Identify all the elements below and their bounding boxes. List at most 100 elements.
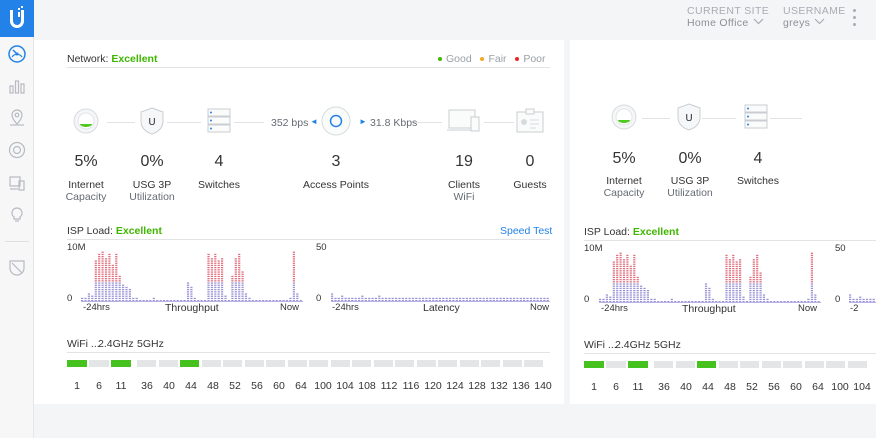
chart-bar xyxy=(334,297,337,302)
chart-bar xyxy=(807,298,810,303)
chart-bar xyxy=(173,300,176,302)
chart-bar xyxy=(674,301,677,303)
clients-icon[interactable] xyxy=(7,173,27,193)
internet-icon[interactable] xyxy=(611,104,637,130)
chart-bar xyxy=(108,253,111,302)
more-menu-icon[interactable] xyxy=(852,8,858,28)
dashboard-icon[interactable] xyxy=(7,44,27,64)
chart-bar xyxy=(87,293,90,302)
chart-bar xyxy=(780,301,783,303)
isp-load-status: ISP Load: Excellent xyxy=(584,226,679,238)
channel-label: 100 xyxy=(314,380,332,392)
chart-bar xyxy=(496,297,499,302)
chart-bar xyxy=(722,301,725,303)
chart-bar xyxy=(803,301,807,303)
statistics-icon[interactable] xyxy=(7,76,27,96)
chart-bar xyxy=(711,298,714,303)
user-selector[interactable]: greys xyxy=(783,17,811,29)
internet-icon[interactable] xyxy=(73,108,99,134)
channel-label: 52 xyxy=(229,380,241,392)
svg-text:U: U xyxy=(685,113,692,124)
chart-bar xyxy=(536,297,539,302)
chart-bar xyxy=(401,297,404,302)
site-dashboard-card: Network: Excellent Good Fair Poor U 352 … xyxy=(34,40,564,404)
wifi-5-segment xyxy=(352,360,371,367)
chart-bar xyxy=(296,293,299,302)
arrow-left-icon: ◄ xyxy=(310,117,318,126)
gateway-label: USG 3P xyxy=(132,179,172,191)
chart-bar xyxy=(622,259,626,303)
ubiquiti-logo[interactable] xyxy=(0,0,34,37)
channel-label: 36 xyxy=(658,381,670,393)
devices-icon[interactable] xyxy=(7,140,27,160)
isp-load-value: Excellent xyxy=(632,226,679,238)
chart-bar xyxy=(282,300,285,302)
chart-bar xyxy=(262,300,265,302)
channel-label: 104 xyxy=(336,380,354,392)
chart-baseline xyxy=(849,302,876,303)
wifi-5-segment xyxy=(718,361,738,368)
chart-bar xyxy=(415,297,418,302)
chart-bar xyxy=(258,300,261,302)
latency-chart xyxy=(849,294,876,303)
access-point-icon[interactable] xyxy=(321,106,351,136)
chart-bar xyxy=(502,297,505,302)
chart-bar xyxy=(398,297,401,302)
chart-bar xyxy=(448,297,452,302)
chart-bar xyxy=(704,283,708,303)
network-label: Network: xyxy=(67,53,109,65)
chart-bar xyxy=(435,297,438,302)
chart-bar xyxy=(207,253,210,302)
chart-bar xyxy=(180,300,183,302)
switch-icon[interactable] xyxy=(743,104,769,130)
chart-bar xyxy=(128,289,131,302)
wifi-5-segment xyxy=(223,360,242,367)
chevron-down-icon[interactable] xyxy=(814,17,825,25)
chart-bar xyxy=(234,258,237,302)
chart-bar xyxy=(275,300,278,302)
channel-label: 136 xyxy=(512,380,530,392)
switches-label: Switches xyxy=(736,175,779,187)
arrow-right-icon: ► xyxy=(359,117,367,126)
isp-load-label: ISP Load: xyxy=(67,225,113,237)
chart-bar xyxy=(122,284,125,302)
access-points-value: 3 xyxy=(331,153,341,170)
guests-icon[interactable] xyxy=(516,108,544,134)
wifi-5-segment xyxy=(158,360,178,367)
wifi-24-segment xyxy=(606,361,626,368)
insights-icon[interactable] xyxy=(7,205,27,225)
chevron-down-icon[interactable] xyxy=(753,17,764,25)
chart-bar xyxy=(381,297,384,302)
map-icon[interactable] xyxy=(7,108,27,128)
capacity-label: Capacity xyxy=(65,191,107,203)
chart-bar xyxy=(769,301,772,303)
chart-bar xyxy=(599,298,602,303)
throughput-ymax: 10M xyxy=(584,243,603,254)
wifi-5-segment xyxy=(524,360,543,367)
gateway-icon[interactable]: U xyxy=(139,106,165,136)
throughput-title: Throughput xyxy=(682,303,736,315)
chart-bar xyxy=(395,297,398,302)
chart-bar xyxy=(166,300,169,302)
clients-device-icon[interactable] xyxy=(447,108,481,134)
chart-bar xyxy=(227,300,231,302)
wifi-5-segment xyxy=(459,360,479,367)
chart-bar xyxy=(793,301,796,303)
chart-bar xyxy=(633,254,636,303)
chart-bar xyxy=(459,297,462,302)
chart-bar xyxy=(469,297,472,302)
alerts-icon[interactable] xyxy=(7,258,27,278)
chart-bar xyxy=(251,300,254,302)
wifi-5-segment xyxy=(180,360,199,367)
speed-test-link[interactable]: Speed Test xyxy=(500,225,553,237)
gateway-icon[interactable]: U xyxy=(676,102,702,132)
switch-icon[interactable] xyxy=(206,108,232,134)
chart-bar xyxy=(101,251,104,302)
chart-bar xyxy=(523,297,526,302)
chart-bar xyxy=(526,297,529,302)
wifi-24-segment xyxy=(628,361,648,368)
wifi-5-segment xyxy=(740,361,759,368)
chart-bar xyxy=(445,297,448,302)
site-selector[interactable]: Home Office xyxy=(687,17,749,29)
throughput-ymin: 0 xyxy=(67,293,73,304)
